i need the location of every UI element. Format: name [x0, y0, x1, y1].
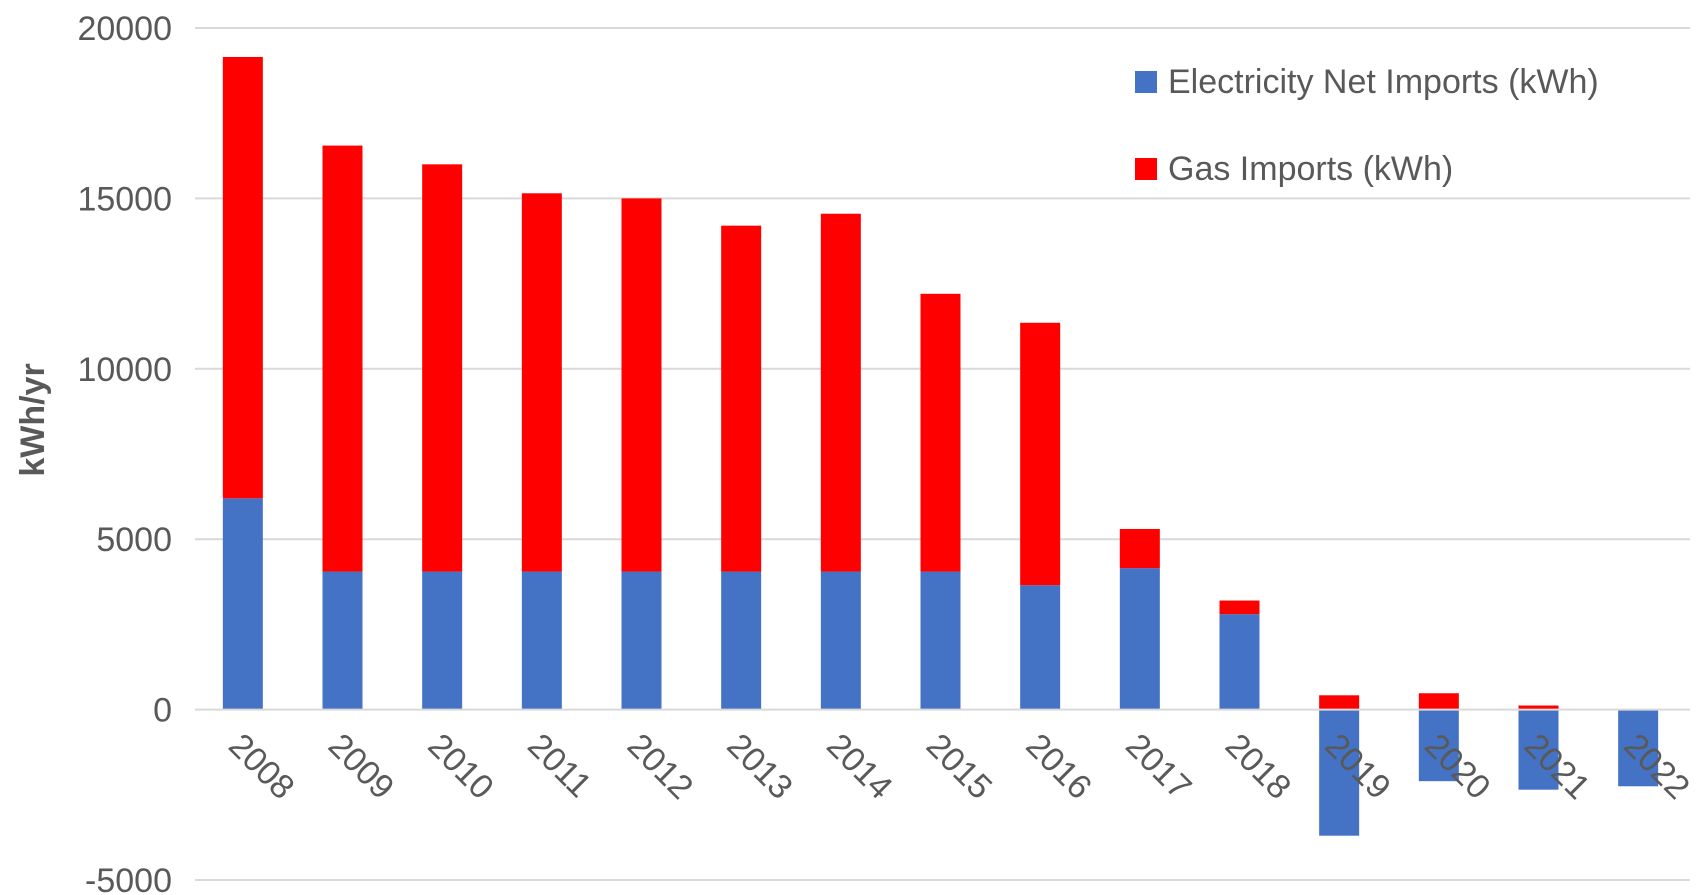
electricity-bar-2009: [322, 571, 363, 710]
gas-bar-2021: [1518, 705, 1559, 710]
y-axis-title: kWh/yr: [14, 363, 52, 476]
gas-bar-2018: [1219, 600, 1260, 615]
gas-bar-2014: [820, 213, 861, 572]
legend-label: Gas Imports (kWh): [1168, 150, 1453, 188]
x-tick-label: 2016: [1019, 726, 1099, 806]
gas-bar-2016: [1020, 322, 1061, 586]
gas-bar-2011: [521, 193, 562, 572]
y-tick-label: 5000: [96, 521, 172, 559]
bars: [222, 56, 1659, 836]
electricity-bar-2021: [1518, 709, 1559, 790]
gas-bar-2008: [222, 56, 263, 499]
gas-bar-2012: [621, 198, 662, 572]
x-axis-tick-labels: 2008 2009 2010 2011 2012 2013 2014 2015 2016 2017…: [221, 726, 1697, 806]
legend: Electricity Net Imports (kWh) Gas Imports…: [1135, 63, 1599, 188]
legend-swatch: [1135, 71, 1157, 93]
legend-label: Electricity Net Imports (kWh): [1168, 63, 1599, 101]
gas-bar-2013: [721, 225, 762, 572]
electricity-bar-2012: [621, 571, 662, 710]
x-tick-label: 2018: [1218, 726, 1298, 806]
electricity-bar-2020: [1418, 709, 1459, 782]
x-tick-label: 2013: [720, 726, 800, 806]
gas-bar-2019: [1319, 695, 1360, 710]
y-tick-label: 10000: [77, 351, 172, 389]
electricity-bar-2018: [1219, 614, 1260, 710]
electricity-bar-2014: [820, 571, 861, 710]
x-tick-label: 2010: [421, 726, 501, 806]
x-tick-label: 2017: [1118, 726, 1198, 806]
x-tick-label: 2014: [819, 726, 899, 806]
x-tick-label: 2015: [919, 726, 999, 806]
electricity-bar-2008: [222, 498, 263, 710]
legend-swatch: [1135, 158, 1157, 180]
x-tick-label: 2012: [620, 726, 700, 806]
y-tick-label: 15000: [77, 180, 172, 218]
electricity-bar-2017: [1119, 568, 1160, 710]
y-tick-label: -5000: [85, 862, 172, 895]
electricity-bar-2019: [1319, 709, 1360, 836]
electricity-bar-2011: [521, 571, 562, 710]
x-tick-label: 2009: [321, 726, 401, 806]
y-tick-label: 0: [153, 692, 172, 730]
x-tick-label: 2008: [221, 726, 301, 806]
x-tick-label: 2011: [520, 726, 599, 805]
electricity-bar-2013: [721, 571, 762, 710]
electricity-bar-2015: [920, 571, 961, 710]
y-axis-tick-labels: -5000 0 5000 10000 15000 20000: [77, 10, 172, 895]
gas-bar-2017: [1119, 528, 1160, 569]
electricity-bar-2022: [1618, 709, 1659, 787]
gas-bar-2015: [920, 293, 961, 572]
gas-bar-2010: [422, 164, 463, 572]
electricity-bar-2016: [1020, 585, 1061, 710]
y-tick-label: 20000: [77, 10, 172, 48]
gas-bar-2020: [1418, 693, 1459, 710]
gas-bar-2009: [322, 145, 363, 572]
electricity-bar-2010: [422, 571, 463, 710]
